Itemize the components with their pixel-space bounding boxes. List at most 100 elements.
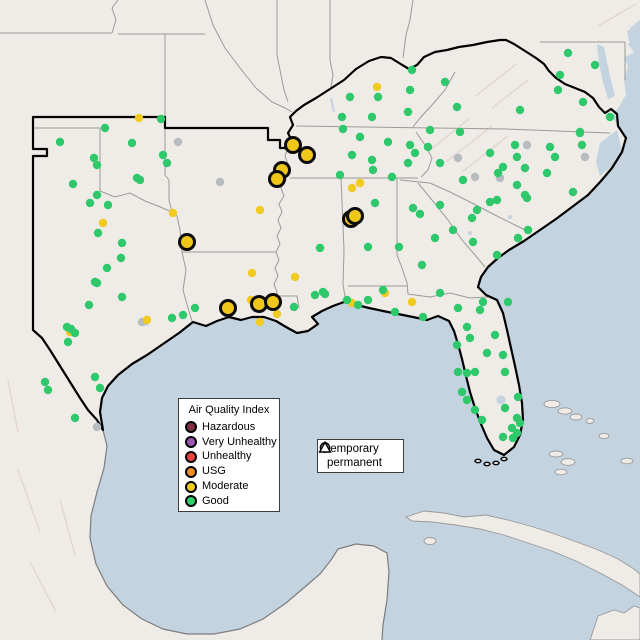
monitor-dot-good[interactable] xyxy=(63,337,73,347)
monitor-dot-good[interactable] xyxy=(462,395,472,405)
monitor-dot-good[interactable] xyxy=(102,263,112,273)
monitor-dot-good[interactable] xyxy=(407,65,417,75)
temporary-monitor-moderate[interactable] xyxy=(346,207,364,225)
monitor-dot-no-data[interactable] xyxy=(580,152,590,162)
monitor-dot-good[interactable] xyxy=(453,303,463,313)
monitor-dot-good[interactable] xyxy=(418,312,428,322)
monitor-dot-good[interactable] xyxy=(338,124,348,134)
monitor-dot-good[interactable] xyxy=(520,163,530,173)
monitor-dot-good[interactable] xyxy=(500,403,510,413)
monitor-dot-good[interactable] xyxy=(467,213,477,223)
monitor-dot-good[interactable] xyxy=(578,97,588,107)
monitor-dot-good[interactable] xyxy=(383,137,393,147)
monitor-dot-good[interactable] xyxy=(162,158,172,168)
monitor-dot-good[interactable] xyxy=(575,128,585,138)
monitor-dot-good[interactable] xyxy=(440,77,450,87)
monitor-dot-good[interactable] xyxy=(478,297,488,307)
monitor-dot-good[interactable] xyxy=(485,197,495,207)
monitor-dot-good[interactable] xyxy=(363,295,373,305)
monitor-dot-good[interactable] xyxy=(289,302,299,312)
monitor-dot-good[interactable] xyxy=(513,392,523,402)
monitor-dot-good[interactable] xyxy=(498,432,508,442)
monitor-dot-good[interactable] xyxy=(498,350,508,360)
monitor-dot-good[interactable] xyxy=(403,158,413,168)
monitor-dot-good[interactable] xyxy=(403,107,413,117)
monitor-dot-good[interactable] xyxy=(492,250,502,260)
monitor-dot-good[interactable] xyxy=(415,209,425,219)
temporary-monitor-moderate[interactable] xyxy=(264,293,282,311)
monitor-dot-good[interactable] xyxy=(43,385,53,395)
monitor-dot-moderate[interactable] xyxy=(272,309,282,319)
monitor-dot-good[interactable] xyxy=(590,60,600,70)
monitor-dot-good[interactable] xyxy=(318,287,328,297)
monitor-dot-good[interactable] xyxy=(475,305,485,315)
monitor-dot-good[interactable] xyxy=(490,330,500,340)
monitor-dot-good[interactable] xyxy=(465,333,475,343)
monitor-dot-good[interactable] xyxy=(568,187,578,197)
monitor-dot-no-data[interactable] xyxy=(522,140,532,150)
monitor-dot-good[interactable] xyxy=(116,253,126,263)
monitor-dot-good[interactable] xyxy=(100,123,110,133)
monitor-dot-good[interactable] xyxy=(452,340,462,350)
monitor-dot-good[interactable] xyxy=(455,127,465,137)
monitor-dot-moderate[interactable] xyxy=(255,317,265,327)
monitor-dot-good[interactable] xyxy=(452,102,462,112)
monitor-dot-good[interactable] xyxy=(448,225,458,235)
monitor-dot-moderate[interactable] xyxy=(168,208,178,218)
monitor-dot-good[interactable] xyxy=(408,203,418,213)
monitor-dot-good[interactable] xyxy=(367,112,377,122)
monitor-dot-moderate[interactable] xyxy=(372,82,382,92)
monitor-dot-good[interactable] xyxy=(89,153,99,163)
monitor-dot-good[interactable] xyxy=(158,150,168,160)
monitor-dot-good[interactable] xyxy=(117,292,127,302)
monitor-dot-moderate[interactable] xyxy=(347,183,357,193)
monitor-dot-good[interactable] xyxy=(462,322,472,332)
monitor-dot-good[interactable] xyxy=(345,92,355,102)
monitor-dot-good[interactable] xyxy=(477,415,487,425)
monitor-dot-good[interactable] xyxy=(373,92,383,102)
monitor-dot-good[interactable] xyxy=(390,307,400,317)
monitor-dot-good[interactable] xyxy=(435,158,445,168)
monitor-dot-good[interactable] xyxy=(508,433,518,443)
monitor-dot-good[interactable] xyxy=(335,170,345,180)
monitor-dot-good[interactable] xyxy=(55,137,65,147)
temporary-monitor-moderate[interactable] xyxy=(219,299,237,317)
monitor-dot-good[interactable] xyxy=(470,405,480,415)
monitor-dot-good[interactable] xyxy=(605,112,615,122)
monitor-dot-good[interactable] xyxy=(156,114,166,124)
monitor-dot-no-data[interactable] xyxy=(173,137,183,147)
monitor-dot-good[interactable] xyxy=(493,168,503,178)
monitor-dot-moderate[interactable] xyxy=(98,218,108,228)
monitor-dot-good[interactable] xyxy=(457,387,467,397)
monitor-dot-good[interactable] xyxy=(430,233,440,243)
monitor-dot-good[interactable] xyxy=(417,260,427,270)
monitor-dot-no-data[interactable] xyxy=(92,422,102,432)
monitor-dot-moderate[interactable] xyxy=(142,315,152,325)
monitor-dot-good[interactable] xyxy=(342,295,352,305)
monitor-dot-good[interactable] xyxy=(503,297,513,307)
temporary-monitor-moderate[interactable] xyxy=(268,170,286,188)
monitor-dot-good[interactable] xyxy=(90,372,100,382)
monitor-dot-good[interactable] xyxy=(117,238,127,248)
monitor-dot-good[interactable] xyxy=(70,413,80,423)
monitor-dot-good[interactable] xyxy=(394,242,404,252)
monitor-dot-no-data[interactable] xyxy=(453,153,463,163)
monitor-dot-good[interactable] xyxy=(92,190,102,200)
monitor-dot-moderate[interactable] xyxy=(290,272,300,282)
monitor-dot-good[interactable] xyxy=(190,303,200,313)
monitor-dot-good[interactable] xyxy=(368,165,378,175)
monitor-dot-good[interactable] xyxy=(85,198,95,208)
monitor-dot-good[interactable] xyxy=(435,288,445,298)
monitor-dot-good[interactable] xyxy=(40,377,50,387)
monitor-dot-good[interactable] xyxy=(70,328,80,338)
monitor-dot-no-data[interactable] xyxy=(215,177,225,187)
monitor-dot-good[interactable] xyxy=(542,168,552,178)
monitor-dot-good[interactable] xyxy=(93,228,103,238)
monitor-dot-good[interactable] xyxy=(387,172,397,182)
monitor-dot-good[interactable] xyxy=(453,367,463,377)
monitor-dot-good[interactable] xyxy=(337,112,347,122)
monitor-dot-moderate[interactable] xyxy=(134,113,144,123)
monitor-dot-good[interactable] xyxy=(512,180,522,190)
monitor-dot-good[interactable] xyxy=(550,152,560,162)
